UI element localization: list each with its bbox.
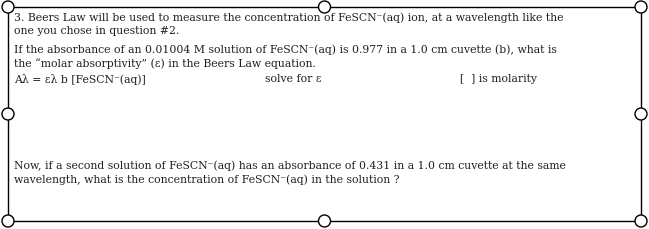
Text: solve for ε: solve for ε [265, 74, 321, 84]
Circle shape [319, 2, 330, 14]
Circle shape [319, 215, 330, 227]
Text: wavelength, what is the concentration of FeSCN⁻(aq) in the solution ?: wavelength, what is the concentration of… [14, 173, 400, 184]
Text: If the absorbance of an 0.01004 M solution of FeSCN⁻(aq) is 0.977 in a 1.0 cm cu: If the absorbance of an 0.01004 M soluti… [14, 44, 557, 54]
Circle shape [2, 215, 14, 227]
Text: Now, if a second solution of FeSCN⁻(aq) has an absorbance of 0.431 in a 1.0 cm c: Now, if a second solution of FeSCN⁻(aq) … [14, 159, 566, 170]
Text: one you chose in question #2.: one you chose in question #2. [14, 26, 179, 36]
Text: [  ] is molarity: [ ] is molarity [460, 74, 537, 84]
Circle shape [2, 2, 14, 14]
Text: Aλ = ελ b [FeSCN⁻(aq)]: Aλ = ελ b [FeSCN⁻(aq)] [14, 74, 146, 85]
Circle shape [635, 215, 647, 227]
Circle shape [2, 109, 14, 120]
Circle shape [635, 2, 647, 14]
Text: 3. Beers Law will be used to measure the concentration of FeSCN⁻(aq) ion, at a w: 3. Beers Law will be used to measure the… [14, 12, 563, 22]
Circle shape [635, 109, 647, 120]
Text: the “molar absorptivity” (ε) in the Beers Law equation.: the “molar absorptivity” (ε) in the Beer… [14, 58, 316, 68]
